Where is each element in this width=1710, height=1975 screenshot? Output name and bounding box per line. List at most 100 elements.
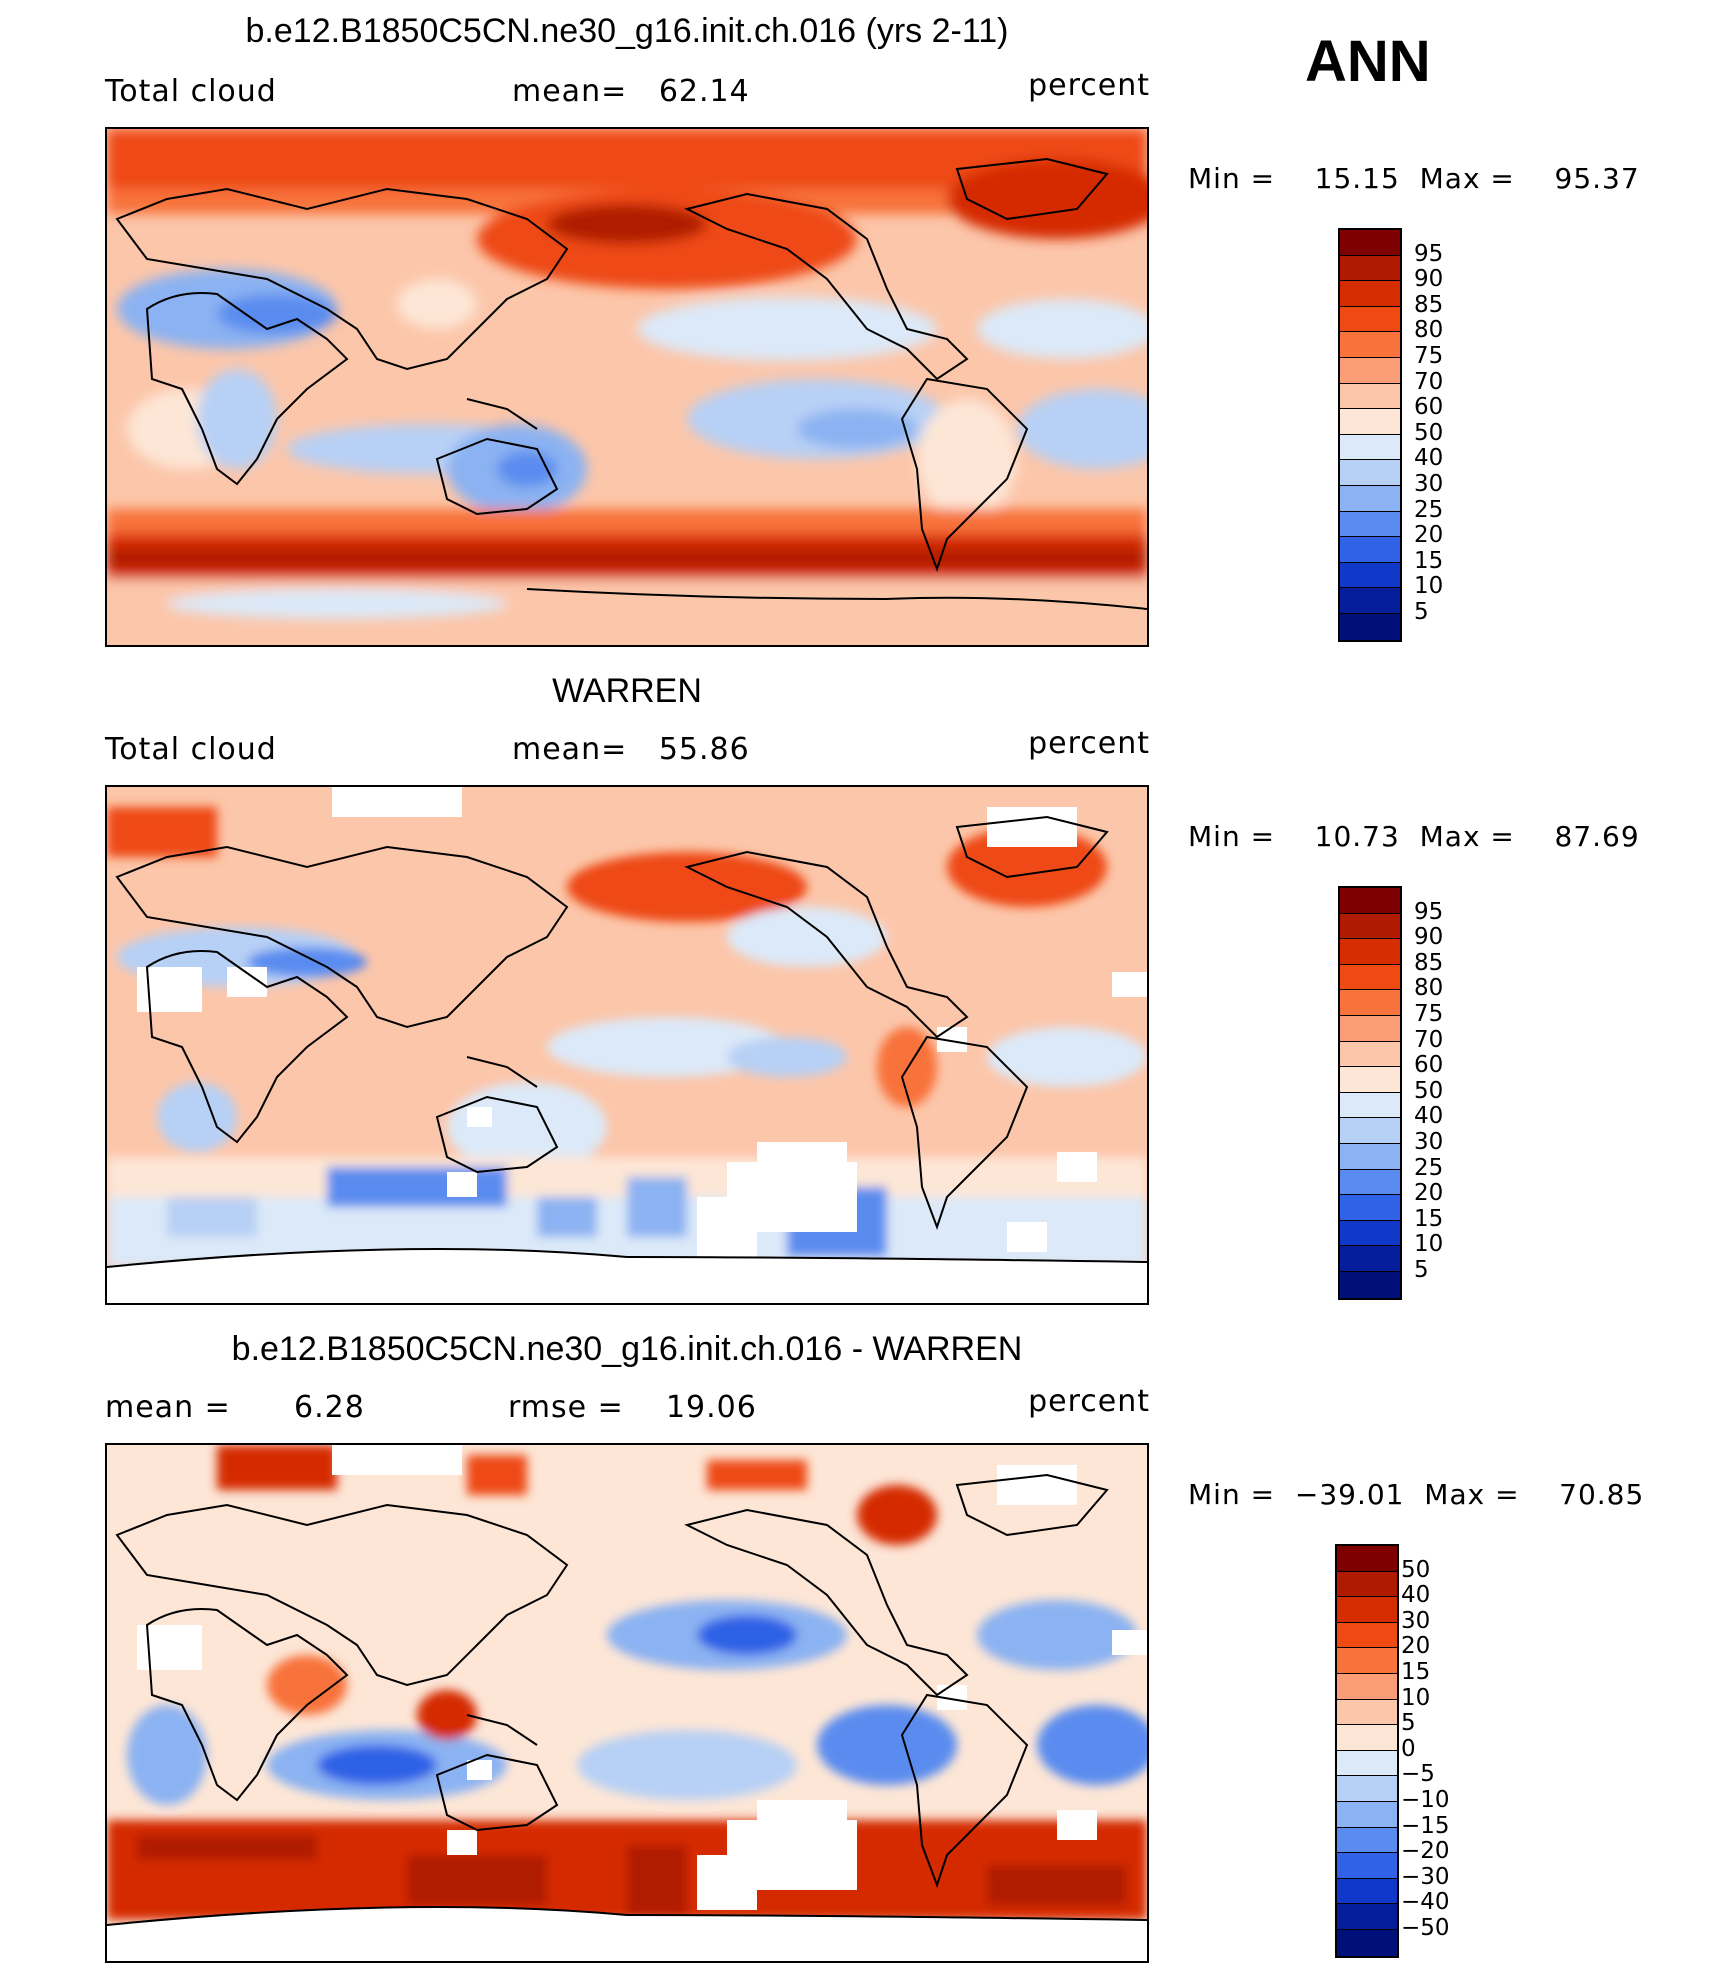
colorbar-segment [1340,1220,1400,1247]
colorbar-segment [1337,1930,1397,1956]
colorbar-tick-label: 40 [1414,445,1444,472]
panel-3-max-label: Max = [1424,1478,1520,1511]
panel-2-min-value: 10.73 [1314,820,1400,853]
panel-1-max-value: 95.37 [1554,162,1640,195]
colorbar-segment [1337,1776,1397,1802]
colorbar-segment [1340,409,1400,435]
colorbar-tick-label: 40 [1414,1103,1444,1130]
colorbar-segment [1340,511,1400,538]
colorbar-segment [1337,1546,1397,1572]
colorbar-tick-label: 80 [1414,317,1444,344]
colorbar-tick-label: 20 [1401,1633,1431,1660]
colorbar-tick-label: 75 [1414,343,1444,369]
panel-2-variable-label: Total cloud [105,732,277,767]
panel-1-title: b.e12.B1850C5CN.ne30_g16.init.ch.016 (yr… [245,12,1009,50]
colorbar-segment [1340,964,1400,991]
panel-2-max-value: 87.69 [1554,820,1640,853]
panel-2-coastlines [107,815,1147,1268]
panel-3-min-value: −39.01 [1294,1478,1405,1511]
panel-2-map [105,785,1149,1305]
colorbar-segment [1340,486,1400,512]
colorbar-tick-label: −15 [1401,1812,1450,1839]
colorbar-tick-label: 10 [1401,1684,1431,1711]
panel-3-mean: mean = 6.28 [105,1390,365,1425]
colorbar-tick-label: −50 [1401,1915,1450,1941]
colorbar-tick-label: 5 [1414,1257,1429,1283]
colorbar-tick-label: −5 [1401,1761,1435,1788]
panel-2-mean-label: mean= [512,732,628,767]
colorbar-tick-label: 50 [1414,419,1444,446]
colorbar-tick-label: 70 [1414,1026,1444,1053]
panel-3-minmax: Min = −39.01 Max = 70.85 [1188,1478,1644,1511]
colorbar-tick-label: −30 [1401,1863,1450,1890]
colorbar-tick-label: 90 [1414,266,1444,293]
colorbar-tick-label: 85 [1414,291,1444,318]
colorbar-segment [1337,1622,1397,1649]
colorbar-segment [1340,1272,1400,1298]
panel-1-min-label: Min = [1188,162,1276,195]
panel-3-max-value: 70.85 [1559,1478,1645,1511]
colorbar-segment [1340,1016,1400,1042]
colorbar-tick-label: 10 [1414,573,1444,600]
colorbar-segment [1340,434,1400,461]
colorbar-tick-label: −40 [1401,1889,1450,1916]
colorbar-tick-label: 90 [1414,924,1444,951]
colorbar-tick-label: 60 [1414,1052,1444,1079]
colorbar-segment [1340,1169,1400,1196]
colorbar-tick-label: 30 [1401,1607,1431,1634]
colorbar-tick-label: 70 [1414,368,1444,395]
colorbar-segment [1340,588,1400,614]
colorbar-tick-label: 85 [1414,949,1444,976]
panel-1-mean-value: 62.14 [658,74,750,109]
colorbar-tick-label: 25 [1414,1154,1444,1181]
panel-1-units: percent [1028,68,1150,103]
panel-3-rmse: rmse = 19.06 [508,1390,757,1425]
colorbar-tick-label: 80 [1414,975,1444,1002]
colorbar-tick-label: 30 [1414,471,1444,497]
colorbar-tick-label: 0 [1401,1735,1416,1762]
colorbar-box [1338,228,1402,642]
colorbar-tick-label: 30 [1414,1129,1444,1155]
panel-1-coastlines [115,157,1147,610]
colorbar-segment [1340,1041,1400,1068]
colorbar-segment [1340,614,1400,640]
colorbar-tick-label: 20 [1414,522,1444,549]
colorbar-tick-label: 95 [1414,898,1444,925]
colorbar-tick-label: 10 [1414,1231,1444,1258]
colorbar-segment [1340,306,1400,333]
colorbar-segment [1340,990,1400,1016]
panel-3-rmse-label: rmse = [508,1390,624,1425]
colorbar-segment [1337,1802,1397,1828]
colorbar-tick-label: 20 [1414,1180,1444,1207]
panel-3-units: percent [1028,1384,1150,1419]
panel-1-max-label: Max = [1419,162,1515,195]
colorbar-tick-label: 75 [1414,1001,1444,1027]
colorbar-segment [1337,1853,1397,1879]
panel-2-mean-value: 55.86 [658,732,750,767]
panel-2-mean: mean= 55.86 [512,732,750,767]
panel-1-mean-label: mean= [512,74,628,109]
panel-2-min-label: Min = [1188,820,1276,853]
colorbar-tick-label: 95 [1414,240,1444,267]
colorbar-segment [1340,939,1400,965]
season-label: ANN [1305,29,1431,94]
panel-2-max-label: Max = [1419,820,1515,853]
colorbar-segment [1340,358,1400,384]
colorbar-segment [1340,255,1400,282]
colorbar-segment [1337,1699,1397,1726]
panel-3-rmse-value: 19.06 [665,1390,757,1425]
colorbar-segment [1340,913,1400,940]
colorbar-box [1338,886,1402,1300]
colorbar-tick-label: 5 [1401,1710,1416,1737]
panel-1-variable-label: Total cloud [105,74,277,109]
colorbar-segment [1340,1067,1400,1093]
colorbar-segment [1340,1246,1400,1272]
colorbar-segment [1337,1597,1397,1623]
panel-3-map [105,1443,1149,1963]
colorbar-tick-label: 40 [1401,1582,1431,1609]
colorbar-segment [1340,537,1400,563]
colorbar-segment [1337,1571,1397,1598]
panel-3-coastlines [107,1473,1147,1926]
colorbar-tick-label: 25 [1414,496,1444,523]
colorbar-segment [1337,1904,1397,1930]
